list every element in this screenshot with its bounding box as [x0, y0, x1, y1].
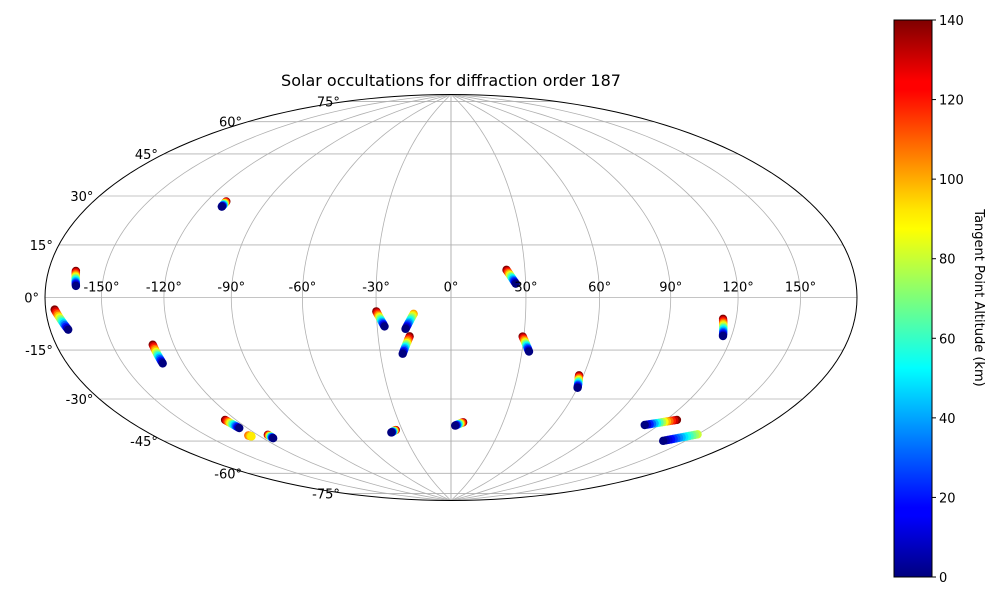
occultation-point [217, 202, 227, 211]
occultation-point [247, 432, 256, 441]
occultation-point [511, 279, 520, 288]
chart-title: Solar occultations for diffraction order… [281, 71, 621, 90]
colorbar-tick-label: 0 [939, 571, 947, 586]
longitude-tick-label: 60° [588, 281, 611, 296]
longitude-tick-label: 90° [659, 281, 682, 296]
colorbar: 0 20 40 60 80 100 120 140 Tangent Point Altitud… [893, 14, 986, 586]
longitude-tick-label: -90° [217, 281, 245, 296]
map-outline [44, 93, 858, 502]
occultation-point [71, 281, 81, 291]
occultation-point [658, 436, 668, 446]
occultation-point [524, 347, 534, 356]
longitude-tick-labels: -150° -120° -90° -60° -30° 0° 30° 60° 90° 120° 150… [83, 281, 816, 296]
occultation-point [387, 428, 396, 437]
longitude-tick-label: 150° [785, 281, 816, 296]
occultation-point [640, 420, 649, 430]
longitude-tick-label: -30° [362, 281, 390, 296]
colorbar-label: Tangent Point Altitude (km) [971, 208, 986, 386]
longitude-tick-label: -150° [83, 281, 119, 296]
map-projection-area: -150° -120° -90° -60° -30° 0° 30° 60° 90° 120° 150… [24, 93, 858, 503]
latitude-tick-labels: 75° 60° 45° 30° 15° 0° -15° -30° -45° -60° -75° [24, 95, 340, 502]
occultation-point [718, 331, 728, 341]
latitude-tick-label: 60° [219, 116, 242, 131]
occultation-point [235, 423, 244, 433]
longitude-tick-label: -120° [146, 281, 182, 296]
occultation-point [398, 349, 407, 358]
latitude-tick-label: -75° [312, 488, 340, 503]
colorbar-tick-label: 100 [939, 173, 964, 188]
longitude-tick-label: 30° [514, 281, 537, 296]
colorbar-ticks: 0 20 40 60 80 100 120 140 [932, 14, 964, 586]
latitude-tick-label: -60° [214, 467, 242, 482]
latitude-tick-label: -45° [130, 435, 158, 450]
colorbar-gradient [893, 19, 933, 578]
colorbar-tick-label: 20 [939, 491, 956, 506]
longitude-tick-label: -60° [289, 281, 317, 296]
latitude-tick-label: 45° [135, 148, 158, 163]
occultation-points [50, 197, 728, 446]
occultation-point [401, 324, 410, 334]
latitude-tick-label: 0° [24, 292, 39, 307]
colorbar-tick-label: 40 [939, 412, 956, 427]
occultation-point [268, 434, 278, 443]
longitude-tick-label: 120° [722, 281, 753, 296]
occultation-point [573, 383, 582, 392]
occultation-point [451, 421, 460, 430]
occultation-point [64, 325, 73, 334]
graticule [45, 94, 857, 501]
colorbar-tick-label: 60 [939, 332, 956, 347]
latitude-tick-label: 75° [317, 95, 340, 110]
colorbar-tick-label: 80 [939, 253, 956, 268]
latitude-tick-label: -30° [66, 393, 94, 408]
latitude-tick-label: 30° [70, 190, 93, 205]
longitude-tick-label: 0° [444, 281, 459, 296]
occultation-point [158, 359, 167, 368]
colorbar-tick-label: 120 [939, 94, 964, 109]
latitude-tick-label: -15° [25, 344, 53, 359]
colorbar-tick-label: 140 [939, 14, 964, 29]
occultation-point [380, 322, 389, 331]
latitude-tick-label: 15° [30, 239, 53, 254]
